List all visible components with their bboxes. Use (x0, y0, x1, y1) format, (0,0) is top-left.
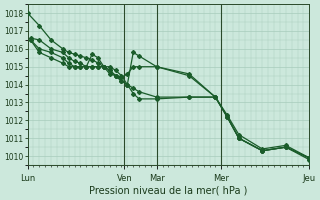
X-axis label: Pression niveau de la mer( hPa ): Pression niveau de la mer( hPa ) (89, 186, 248, 196)
